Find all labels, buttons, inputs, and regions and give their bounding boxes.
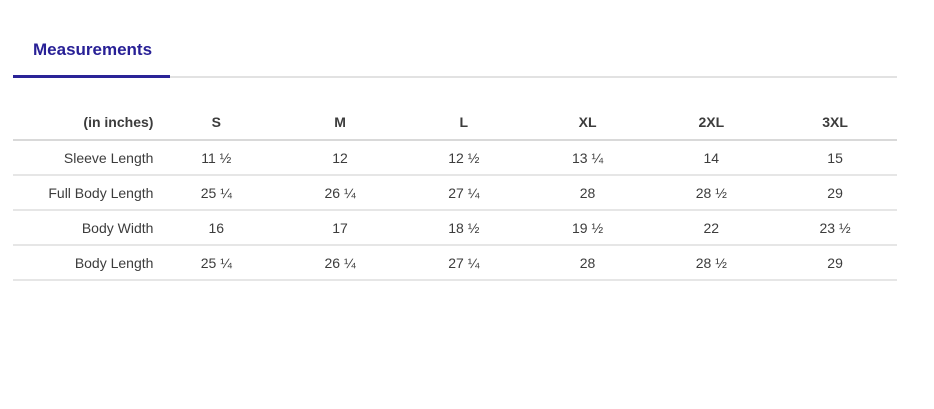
measurement-value: 14 [649, 140, 774, 176]
measurement-value: 28 [525, 245, 650, 281]
row-label: Full Body Length [13, 175, 155, 211]
measurement-value: 15 [773, 140, 897, 176]
row-label: Body Length [13, 245, 155, 281]
tab-measurements[interactable]: Measurements [13, 40, 171, 78]
measurement-value: 26 ¼ [278, 245, 402, 281]
table-row: Body Length 25 ¼ 26 ¼ 27 ¼ 28 28 ½ 29 [13, 245, 897, 281]
size-header-2xl: 2XL [649, 104, 774, 141]
measurement-value: 16 [154, 210, 279, 246]
measurements-table: (in inches) S M L XL 2XL 3XL Sleeve Leng… [13, 104, 897, 281]
tab-bar: Measurements [13, 40, 897, 78]
measurement-value: 13 ¼ [525, 140, 650, 176]
size-header-s: S [154, 104, 279, 141]
measurement-value: 11 ½ [154, 140, 279, 176]
table-row: Sleeve Length 11 ½ 12 12 ½ 13 ¼ 14 15 [13, 140, 897, 176]
measurements-panel: Measurements (in inches) S M L XL 2XL 3X… [13, 40, 897, 281]
measurement-value: 25 ¼ [154, 245, 279, 281]
measurement-value: 26 ¼ [278, 175, 402, 211]
table-header-row: (in inches) S M L XL 2XL 3XL [13, 104, 897, 141]
row-label: Sleeve Length [13, 140, 155, 176]
measurement-value: 28 ½ [649, 245, 774, 281]
measurement-value: 29 [773, 245, 897, 281]
size-header-3xl: 3XL [773, 104, 897, 141]
table-row: Full Body Length 25 ¼ 26 ¼ 27 ¼ 28 28 ½ … [13, 175, 897, 211]
measurement-value: 27 ¼ [401, 175, 526, 211]
measurement-value: 27 ¼ [401, 245, 526, 281]
measurement-value: 23 ½ [773, 210, 897, 246]
measurement-value: 29 [773, 175, 897, 211]
measurement-value: 28 [525, 175, 650, 211]
size-header-m: M [278, 104, 402, 141]
measurement-value: 12 [278, 140, 402, 176]
size-header-xl: XL [525, 104, 650, 141]
measurement-value: 18 ½ [401, 210, 526, 246]
size-header-l: L [401, 104, 526, 141]
measurement-value: 28 ½ [649, 175, 774, 211]
measurement-value: 12 ½ [401, 140, 526, 176]
table-row: Body Width 16 17 18 ½ 19 ½ 22 23 ½ [13, 210, 897, 246]
measurement-value: 25 ¼ [154, 175, 279, 211]
measurement-value: 17 [278, 210, 402, 246]
measurement-value: 22 [649, 210, 774, 246]
unit-column-header: (in inches) [13, 104, 155, 141]
measurement-value: 19 ½ [525, 210, 650, 246]
row-label: Body Width [13, 210, 155, 246]
